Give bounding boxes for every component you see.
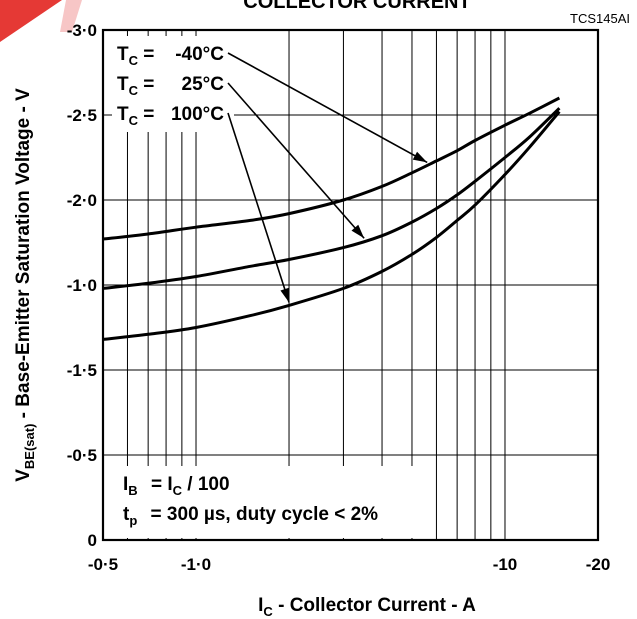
plot-frame [101,28,600,542]
series-line-3 [102,110,561,341]
series-line-1 [102,96,561,241]
red-stamp-mark [0,0,62,42]
series-line-2 [102,107,561,290]
x-tick-label: -1·0 [181,555,211,574]
arrow-line-2 [227,82,365,239]
arrow-head-2 [351,224,365,239]
test-conditions: IB = IC / 100 tp = 300 µs, duty cycle < 2… [108,466,423,538]
y-tick-label: 0 [88,531,97,550]
arrow-head-3 [280,287,290,303]
y-tick-labels: 0 -0·5 -1·5 -1·0 -2·0 -2·5 -3·0 [67,21,97,550]
x-tick-label: -0·5 [88,555,118,574]
legend-entry-2: TC = 25°C [117,74,224,98]
legend-entry-3: TC = 100°C [117,104,224,128]
y-tick-label: -0·5 [67,446,97,465]
legend-entry-1: TC = -40°C [117,44,224,68]
curves [102,96,561,341]
x-tick-label: -10 [493,555,518,574]
y-tick-label: -3·0 [67,21,97,40]
x-tick-label: -20 [586,555,611,574]
conditions-background [108,466,423,538]
y-tick-label: -2·5 [67,106,97,125]
y-tick-label: -2·0 [67,191,97,210]
condition-line-1: IB = IC / 100 [123,474,230,498]
y-tick-label: -1·0 [67,276,97,295]
condition-line-2: tp = 300 µs, duty cycle < 2% [123,504,378,528]
legend: TC = -40°C TC = 25°C TC = 100°C [112,36,234,132]
x-axis-label: IC - Collector Current - A [258,595,476,619]
arrow-head-1 [412,151,428,163]
annotation-arrows [227,52,428,303]
x-tick-labels: -0·5 -1·0 -10 -20 [88,555,610,574]
y-tick-label: -1·5 [67,361,97,380]
legend-background [112,36,234,132]
figure-id: TCS145AI [570,11,630,26]
arrow-line-3 [227,112,290,303]
red-stamp-streak [60,0,82,32]
y-axis-label: VBE(sat) - Base-Emitter Saturation Volta… [13,88,37,482]
arrow-line-1 [227,52,428,164]
chart-title: COLLECTOR CURRENT [243,0,470,13]
